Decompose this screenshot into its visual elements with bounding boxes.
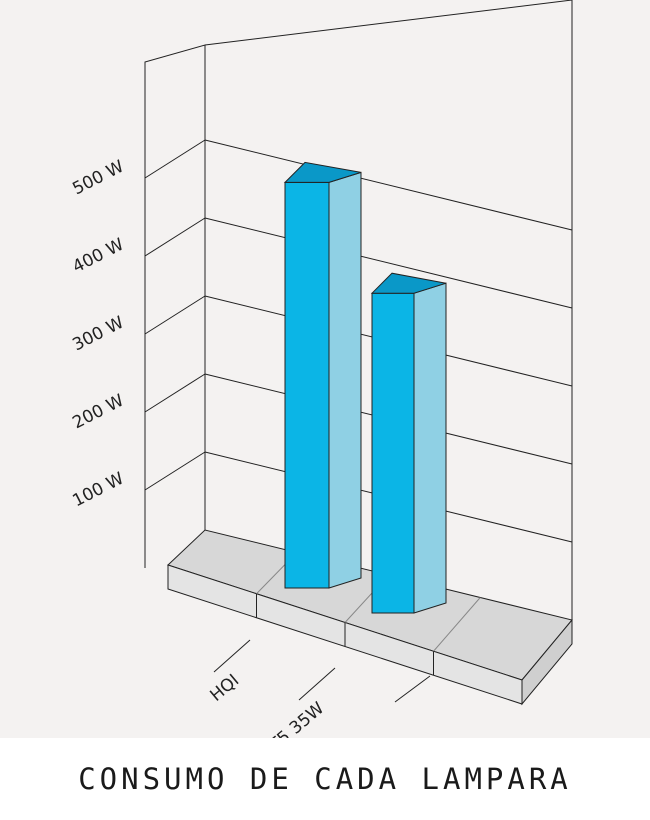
bar-top-1 [370,272,447,294]
gridline-left-4 [144,139,206,179]
y-tick-label-2: 300 W [69,313,127,356]
y-tick-label-0: 100 W [69,469,127,512]
chart-title: CONSUMO DE CADA LAMPARA [78,762,572,796]
bar-top-0 [283,161,362,183]
y-tick-label-1: 200 W [69,391,127,434]
x-tick-1 [298,667,336,701]
gridline-back-4 [204,139,573,231]
y-tick-label-4: 500 W [69,157,127,200]
gridline-left-3 [144,217,206,257]
caption-bar: CONSUMO DE CADA LAMPARA [0,738,650,820]
bar-side-1 [413,282,447,614]
bar-side-0 [328,171,362,589]
x-tick-2 [394,675,431,703]
bar-chart-3d: 100 W 200 W 300 W 400 W 500 W HQI T5 35W [69,0,573,738]
floor-divider-3 [433,597,481,652]
x-tick-0 [213,639,251,673]
x-tick-label-1: T5 35W [265,698,329,738]
gridline-back-3 [204,217,573,309]
floor-side [521,618,573,706]
left-wall [144,44,206,568]
gridline-left-2 [144,295,206,335]
gridline-left-1 [144,373,206,413]
bar-0 [284,181,330,589]
x-tick-label-0: HQI [206,671,243,706]
back-wall-top [204,0,573,46]
y-tick-label-3: 400 W [69,235,127,278]
bar-1 [371,292,415,614]
gridline-left-0 [144,451,206,491]
